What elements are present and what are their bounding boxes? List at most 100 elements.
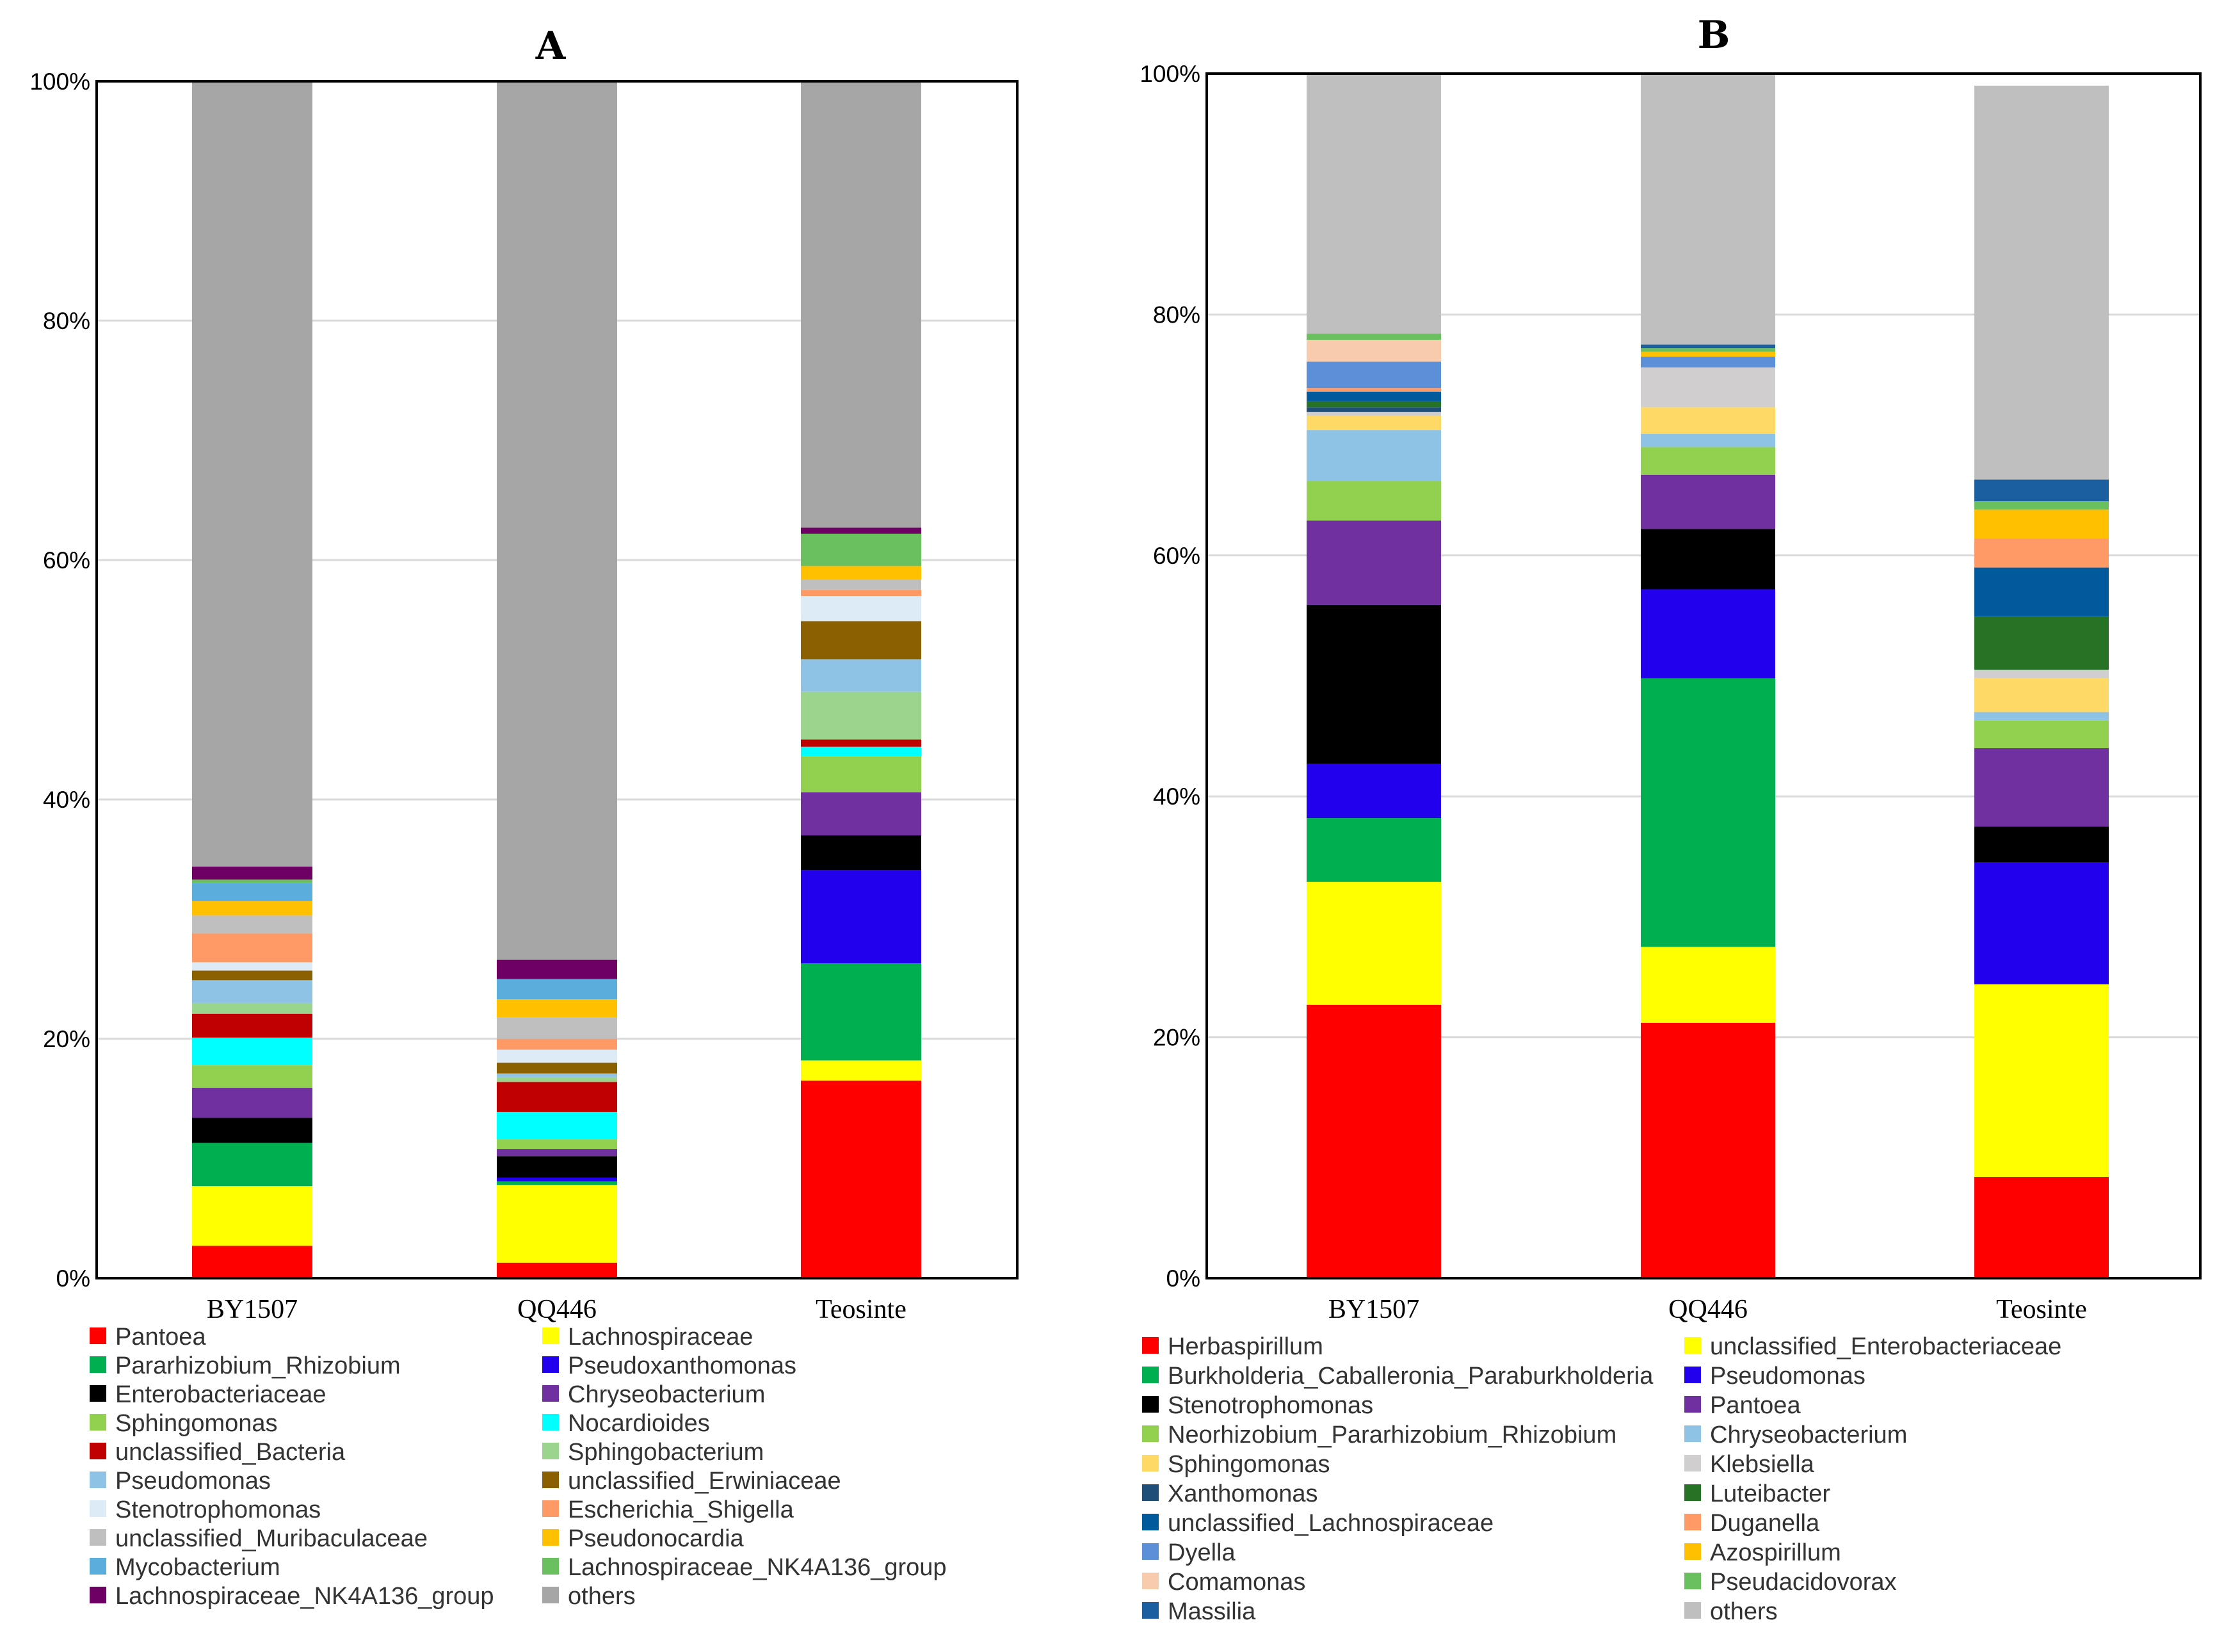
y-tick-label: 80% xyxy=(43,308,90,334)
bar-segment-B-Teosinte-9 xyxy=(1974,670,2109,678)
legend-swatch xyxy=(542,1414,559,1431)
bar-segment-B-BY1507-3 xyxy=(1307,764,1441,819)
legend-swatch xyxy=(542,1385,559,1402)
legend-label: Stenotrophomonas xyxy=(1168,1392,1373,1419)
legend-label: Stenotrophomonas xyxy=(115,1496,321,1523)
y-tick-label: 100% xyxy=(29,68,90,95)
bar-segment-A-QQ446-1 xyxy=(497,1185,617,1263)
legend-swatch xyxy=(1142,1602,1159,1619)
legend-swatch xyxy=(1142,1455,1159,1472)
legend-swatch xyxy=(90,1587,106,1603)
chart-title-B: B xyxy=(1698,13,1730,58)
legend-label: Sphingomonas xyxy=(1168,1451,1330,1478)
bar-segment-B-QQ446-0 xyxy=(1641,1023,1775,1278)
bar-segment-B-QQ446-4 xyxy=(1641,529,1775,589)
bar-segment-A-Teosinte-11 xyxy=(801,621,921,660)
chart-B: B 0% 20% 40% 60% 80% 100% BY1507 QQ446 Teosinte He… xyxy=(1140,13,2202,1625)
legend-swatch xyxy=(90,1385,106,1402)
bar-segment-A-BY1507-12 xyxy=(192,962,312,971)
y-tick-label: 40% xyxy=(43,787,90,813)
legend-label: Duganella xyxy=(1710,1510,1820,1537)
legend-swatch xyxy=(1142,1573,1159,1589)
legend-swatch xyxy=(1142,1543,1159,1560)
bar-segment-B-Teosinte-1 xyxy=(1974,984,2109,1177)
legend-swatch xyxy=(90,1472,106,1488)
legend-label: Klebsiella xyxy=(1710,1451,1815,1478)
bar-segment-B-QQ446-3 xyxy=(1641,589,1775,678)
legend-label: Pararhizobium_Rhizobium xyxy=(115,1352,401,1379)
bar-segment-B-QQ446-18 xyxy=(1641,344,1775,349)
legend-label: Pseudacidovorax xyxy=(1710,1569,1897,1596)
bar-segment-A-Teosinte-19 xyxy=(801,81,921,528)
legend-label: Azospirillum xyxy=(1710,1539,1841,1566)
legend-swatch xyxy=(90,1356,106,1373)
legend-label: Pseudoxanthomonas xyxy=(568,1352,796,1379)
bar-segment-A-Teosinte-8 xyxy=(801,739,921,747)
bar-segment-B-Teosinte-11 xyxy=(1974,616,2109,670)
plot-frame xyxy=(95,80,1019,1279)
legend-swatch xyxy=(542,1558,559,1575)
bar-segment-A-QQ446-6 xyxy=(497,1139,617,1150)
y-tick-label: 80% xyxy=(1153,301,1200,328)
bar-segment-A-BY1507-1 xyxy=(192,1186,312,1246)
x-tick-label: BY1507 xyxy=(1328,1295,1419,1324)
y-tick-label: 100% xyxy=(1140,61,1200,87)
y-tick-label: 60% xyxy=(43,547,90,573)
bar-segment-B-BY1507-16 xyxy=(1307,339,1441,362)
legend-label: Pseudomonas xyxy=(115,1468,271,1495)
bar-segment-A-BY1507-15 xyxy=(192,901,312,916)
bar-segment-B-Teosinte-15 xyxy=(1974,509,2109,539)
legend-swatch xyxy=(542,1529,559,1546)
bar-segment-B-BY1507-10 xyxy=(1307,407,1441,412)
bar-segment-A-QQ446-3 xyxy=(497,1177,617,1182)
legend-swatch xyxy=(90,1327,106,1344)
legend-swatch xyxy=(542,1500,559,1517)
bar-segment-B-BY1507-17 xyxy=(1307,333,1441,340)
legend-label: Massilia xyxy=(1168,1598,1256,1625)
bar-segment-B-Teosinte-6 xyxy=(1974,720,2109,748)
bar-segment-A-QQ446-7 xyxy=(497,1112,617,1140)
legend-label: Herbaspirillum xyxy=(1168,1333,1323,1360)
legend-label: Sphingomonas xyxy=(115,1410,278,1437)
bar-segment-A-BY1507-7 xyxy=(192,1038,312,1066)
bar-segment-A-QQ446-14 xyxy=(497,1017,617,1039)
bar-segment-A-Teosinte-15 xyxy=(801,566,921,579)
bar-segment-A-BY1507-16 xyxy=(192,883,312,901)
bar-segment-B-BY1507-14 xyxy=(1307,361,1441,389)
bar-segment-A-QQ446-2 xyxy=(497,1181,617,1185)
legend-label: Mycobacterium xyxy=(115,1554,280,1581)
bar-segment-A-BY1507-2 xyxy=(192,1143,312,1187)
plot-frame xyxy=(1205,72,2202,1279)
bar-segment-A-BY1507-0 xyxy=(192,1246,312,1278)
legend-swatch xyxy=(1684,1573,1701,1589)
legend-label: Pantoea xyxy=(1710,1392,1801,1419)
y-tick-label: 20% xyxy=(43,1026,90,1052)
legend-label: unclassified_Erwiniaceae xyxy=(568,1468,841,1495)
legend-swatch xyxy=(90,1558,106,1575)
legend-swatch xyxy=(1684,1455,1701,1472)
legend-label: Luteibacter xyxy=(1710,1480,1830,1507)
legend-swatch xyxy=(542,1356,559,1373)
bar-segment-B-BY1507-5 xyxy=(1307,520,1441,605)
bar-segment-A-BY1507-10 xyxy=(192,980,312,1003)
bar-segment-A-QQ446-8 xyxy=(497,1082,617,1112)
bar-segment-A-QQ446-0 xyxy=(497,1262,617,1278)
x-tick-label: QQ446 xyxy=(517,1295,597,1324)
legend-label: Dyella xyxy=(1168,1539,1236,1566)
bar-segment-A-Teosinte-5 xyxy=(801,792,921,836)
bar-segment-A-Teosinte-18 xyxy=(801,527,921,534)
bar-segment-B-QQ446-5 xyxy=(1641,474,1775,529)
legend-label: Pantoea xyxy=(115,1324,206,1351)
bar-segment-B-Teosinte-13 xyxy=(1974,538,2109,568)
bar-segment-B-BY1507-2 xyxy=(1307,818,1441,882)
bar-segment-A-BY1507-5 xyxy=(192,1087,312,1118)
x-tick-label: QQ446 xyxy=(1668,1295,1748,1324)
x-tick-label: BY1507 xyxy=(207,1295,298,1324)
legend-swatch xyxy=(90,1500,106,1517)
bar-segment-B-QQ446-8 xyxy=(1641,407,1775,434)
bar-segment-A-Teosinte-1 xyxy=(801,1060,921,1081)
legend-label: Sphingobacterium xyxy=(568,1439,764,1466)
bar-segment-A-BY1507-9 xyxy=(192,1002,312,1014)
legend-label: others xyxy=(1710,1598,1778,1625)
bar-segment-B-QQ446-15 xyxy=(1641,351,1775,357)
